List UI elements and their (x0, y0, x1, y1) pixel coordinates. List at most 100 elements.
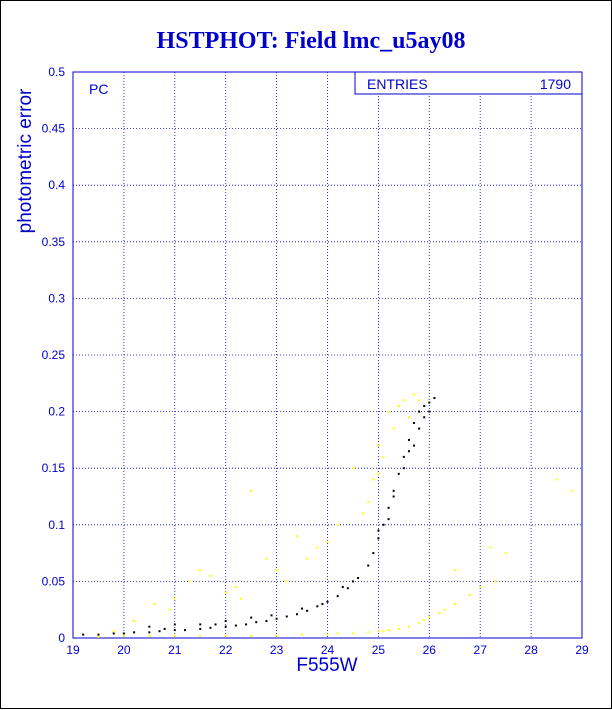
scatter-point (351, 632, 354, 635)
scatter-point (234, 586, 237, 589)
scatter-point (214, 623, 217, 626)
scatter-point (301, 607, 304, 610)
x-tick-label: 23 (270, 643, 284, 657)
scatter-point (392, 495, 395, 498)
x-tick-label: 25 (372, 643, 386, 657)
scatter-point (372, 552, 375, 555)
scatter-point (224, 620, 227, 623)
scatter-point (402, 455, 405, 458)
scatter-point (377, 529, 380, 532)
scatter-point (362, 512, 365, 515)
scatter-point (407, 450, 410, 453)
scatter-point (504, 552, 507, 555)
scatter-point (82, 633, 85, 636)
scatter-point (489, 546, 492, 549)
scatter-point (423, 618, 426, 621)
series-layer (82, 393, 573, 638)
scatter-point (346, 587, 349, 590)
scatter-point (418, 399, 421, 402)
scatter-point (377, 630, 380, 633)
x-tick-label: 22 (219, 643, 233, 657)
stats-box-value: 1790 (540, 76, 571, 92)
scatter-point (336, 632, 339, 635)
scatter-point (351, 580, 354, 583)
x-tick-labels: 19 20 21 22 23 24 25 26 27 28 29 (66, 643, 589, 657)
scatter-point (407, 438, 410, 441)
scatter-point (413, 393, 416, 396)
scatter-point (336, 595, 339, 598)
scatter-point (453, 569, 456, 572)
scatter-point (265, 620, 268, 623)
scatter-point (377, 537, 380, 540)
scatter-point (387, 629, 390, 632)
stats-box-frame (354, 71, 583, 95)
scatter-point (122, 634, 125, 637)
scatter-point (382, 523, 385, 526)
scatter-point (326, 633, 329, 636)
scatter-point (275, 569, 278, 572)
x-tick-label: 24 (321, 643, 335, 657)
scatter-point (341, 586, 344, 589)
scatter-point (418, 410, 421, 413)
y-tick-label: 0.05 (42, 574, 66, 588)
scatter-point (555, 478, 558, 481)
scatter-point (382, 630, 385, 633)
scatter-point (428, 616, 431, 619)
scatter-point (392, 427, 395, 430)
y-tick-label: 0.3 (48, 291, 65, 305)
x-tick-label: 28 (524, 643, 538, 657)
scatter-point (224, 634, 227, 637)
scatter-point (570, 489, 573, 492)
scatter-point (479, 586, 482, 589)
x-tick-label: 19 (66, 643, 80, 657)
y-tick-label: 0.1 (48, 518, 65, 532)
scatter-point (306, 609, 309, 612)
scatter-point (321, 603, 324, 606)
scatter-point (387, 518, 390, 521)
scatter-point (285, 615, 288, 618)
scatter-point (397, 404, 400, 407)
scatter-point (397, 472, 400, 475)
scatter-point (285, 580, 288, 583)
scatter-point (438, 612, 441, 615)
y-axis-label: photometric error (15, 88, 36, 233)
scatter-point (245, 623, 248, 626)
scatter-point (397, 627, 400, 630)
scatter-point (377, 472, 380, 475)
scatter-point (377, 444, 380, 447)
scatter-point (189, 580, 192, 583)
scatter-series (82, 397, 436, 636)
scatter-point (336, 523, 339, 526)
scatter-point (301, 633, 304, 636)
scatter-point (428, 410, 431, 413)
scatter-point (494, 580, 497, 583)
scatter-point (413, 444, 416, 447)
scatter-point (433, 397, 436, 400)
y-tick-label: 0.5 (48, 65, 65, 79)
scatter-point (428, 401, 431, 404)
y-tick-label: 0.2 (48, 405, 65, 419)
scatter-point (183, 629, 186, 632)
scatter-point (306, 557, 309, 560)
scatter-series (97, 393, 573, 638)
scatter-point (367, 501, 370, 504)
scatter-point (423, 416, 426, 419)
scatter-point (295, 613, 298, 616)
scatter-point (453, 603, 456, 606)
scatter-point (239, 597, 242, 600)
scatter-point (255, 621, 258, 624)
scatter-point (295, 535, 298, 538)
y-tick-label: 0.45 (42, 122, 66, 136)
scatter-point (382, 455, 385, 458)
scatter-point (275, 617, 278, 620)
scatter-point (407, 625, 410, 628)
scatter-point (199, 623, 202, 626)
scatter-point (372, 478, 375, 481)
scatter-point (199, 627, 202, 630)
scatter-point (122, 632, 125, 635)
stats-box: ENTRIES 1790 (354, 71, 583, 95)
scatter-point (97, 633, 100, 636)
scatter-point (387, 410, 390, 413)
